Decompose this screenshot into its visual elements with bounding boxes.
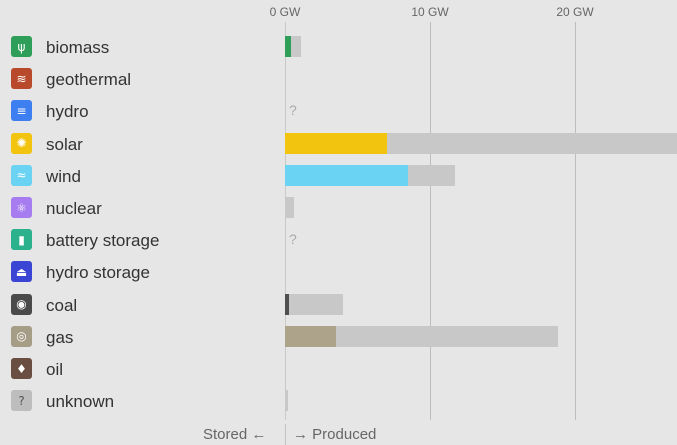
axis-tick-label: 0 GW (269, 5, 301, 19)
gridline (575, 22, 576, 420)
gas-flame-icon: ◎ (11, 325, 32, 347)
source-label: hydro storage (46, 263, 150, 283)
capacity-bar[interactable] (285, 325, 558, 347)
source-row[interactable]: ? unknown (0, 386, 677, 418)
water-waves-icon: ≡ (11, 100, 32, 122)
source-row[interactable]: ✺ solar (0, 129, 677, 161)
wind-icon: ≈ (11, 164, 32, 186)
oil-drop-icon: ♦ (11, 358, 32, 379)
production-bar[interactable] (285, 164, 409, 186)
source-row[interactable]: ≡ hydro? (0, 96, 677, 128)
source-label: solar (46, 134, 83, 154)
source-label: coal (46, 295, 78, 315)
gridline (430, 22, 431, 420)
coal-icon: ◉ (11, 293, 32, 315)
production-bar[interactable] (285, 293, 289, 315)
produced-label: → Produced (293, 426, 377, 443)
source-row[interactable]: ψ biomass (0, 32, 677, 64)
heat-waves-icon: ≋ (11, 68, 32, 90)
sprout-icon: ψ (11, 36, 32, 57)
source-row[interactable]: ≋ geothermal (0, 64, 677, 96)
source-label: geothermal (46, 70, 132, 90)
source-label: gas (46, 327, 74, 347)
capacity-bar[interactable] (285, 390, 288, 412)
gridline (285, 22, 286, 420)
atom-icon: ⚛ (11, 197, 32, 218)
source-label: wind (46, 166, 81, 186)
source-label: nuclear (46, 199, 102, 218)
sun-icon: ✺ (11, 132, 32, 154)
source-label: battery storage (46, 231, 160, 251)
capacity-bar[interactable] (285, 197, 294, 218)
source-label: oil (46, 360, 64, 379)
question-icon: ? (11, 390, 32, 412)
source-row[interactable]: ♦ oil (0, 354, 677, 386)
source-row[interactable]: ◎ gas (0, 322, 677, 354)
production-bar[interactable] (285, 132, 387, 154)
axis-tick-label: 10 GW (411, 5, 449, 19)
battery-icon: ▮ (11, 229, 32, 251)
production-bar[interactable] (285, 36, 291, 57)
source-row[interactable]: ⏏ hydro storage (0, 257, 677, 289)
dam-icon: ⏏ (11, 261, 32, 283)
source-row[interactable]: ≈ wind (0, 161, 677, 193)
source-label: unknown (46, 392, 115, 412)
unknown-value-mark: ? (289, 231, 297, 248)
capacity-bar[interactable] (285, 293, 343, 315)
source-label: biomass (46, 38, 110, 57)
stored-label: Stored ← (203, 426, 267, 443)
unknown-value-mark: ? (289, 102, 297, 119)
production-bar[interactable] (285, 325, 336, 347)
source-row[interactable]: ▮ battery storage? (0, 225, 677, 257)
source-row[interactable]: ⚛ nuclear (0, 193, 677, 225)
footer-divider (285, 424, 286, 445)
axis-tick-label: 20 GW (556, 5, 594, 19)
source-row[interactable]: ◉ coal (0, 290, 677, 322)
source-label: hydro (46, 102, 89, 122)
